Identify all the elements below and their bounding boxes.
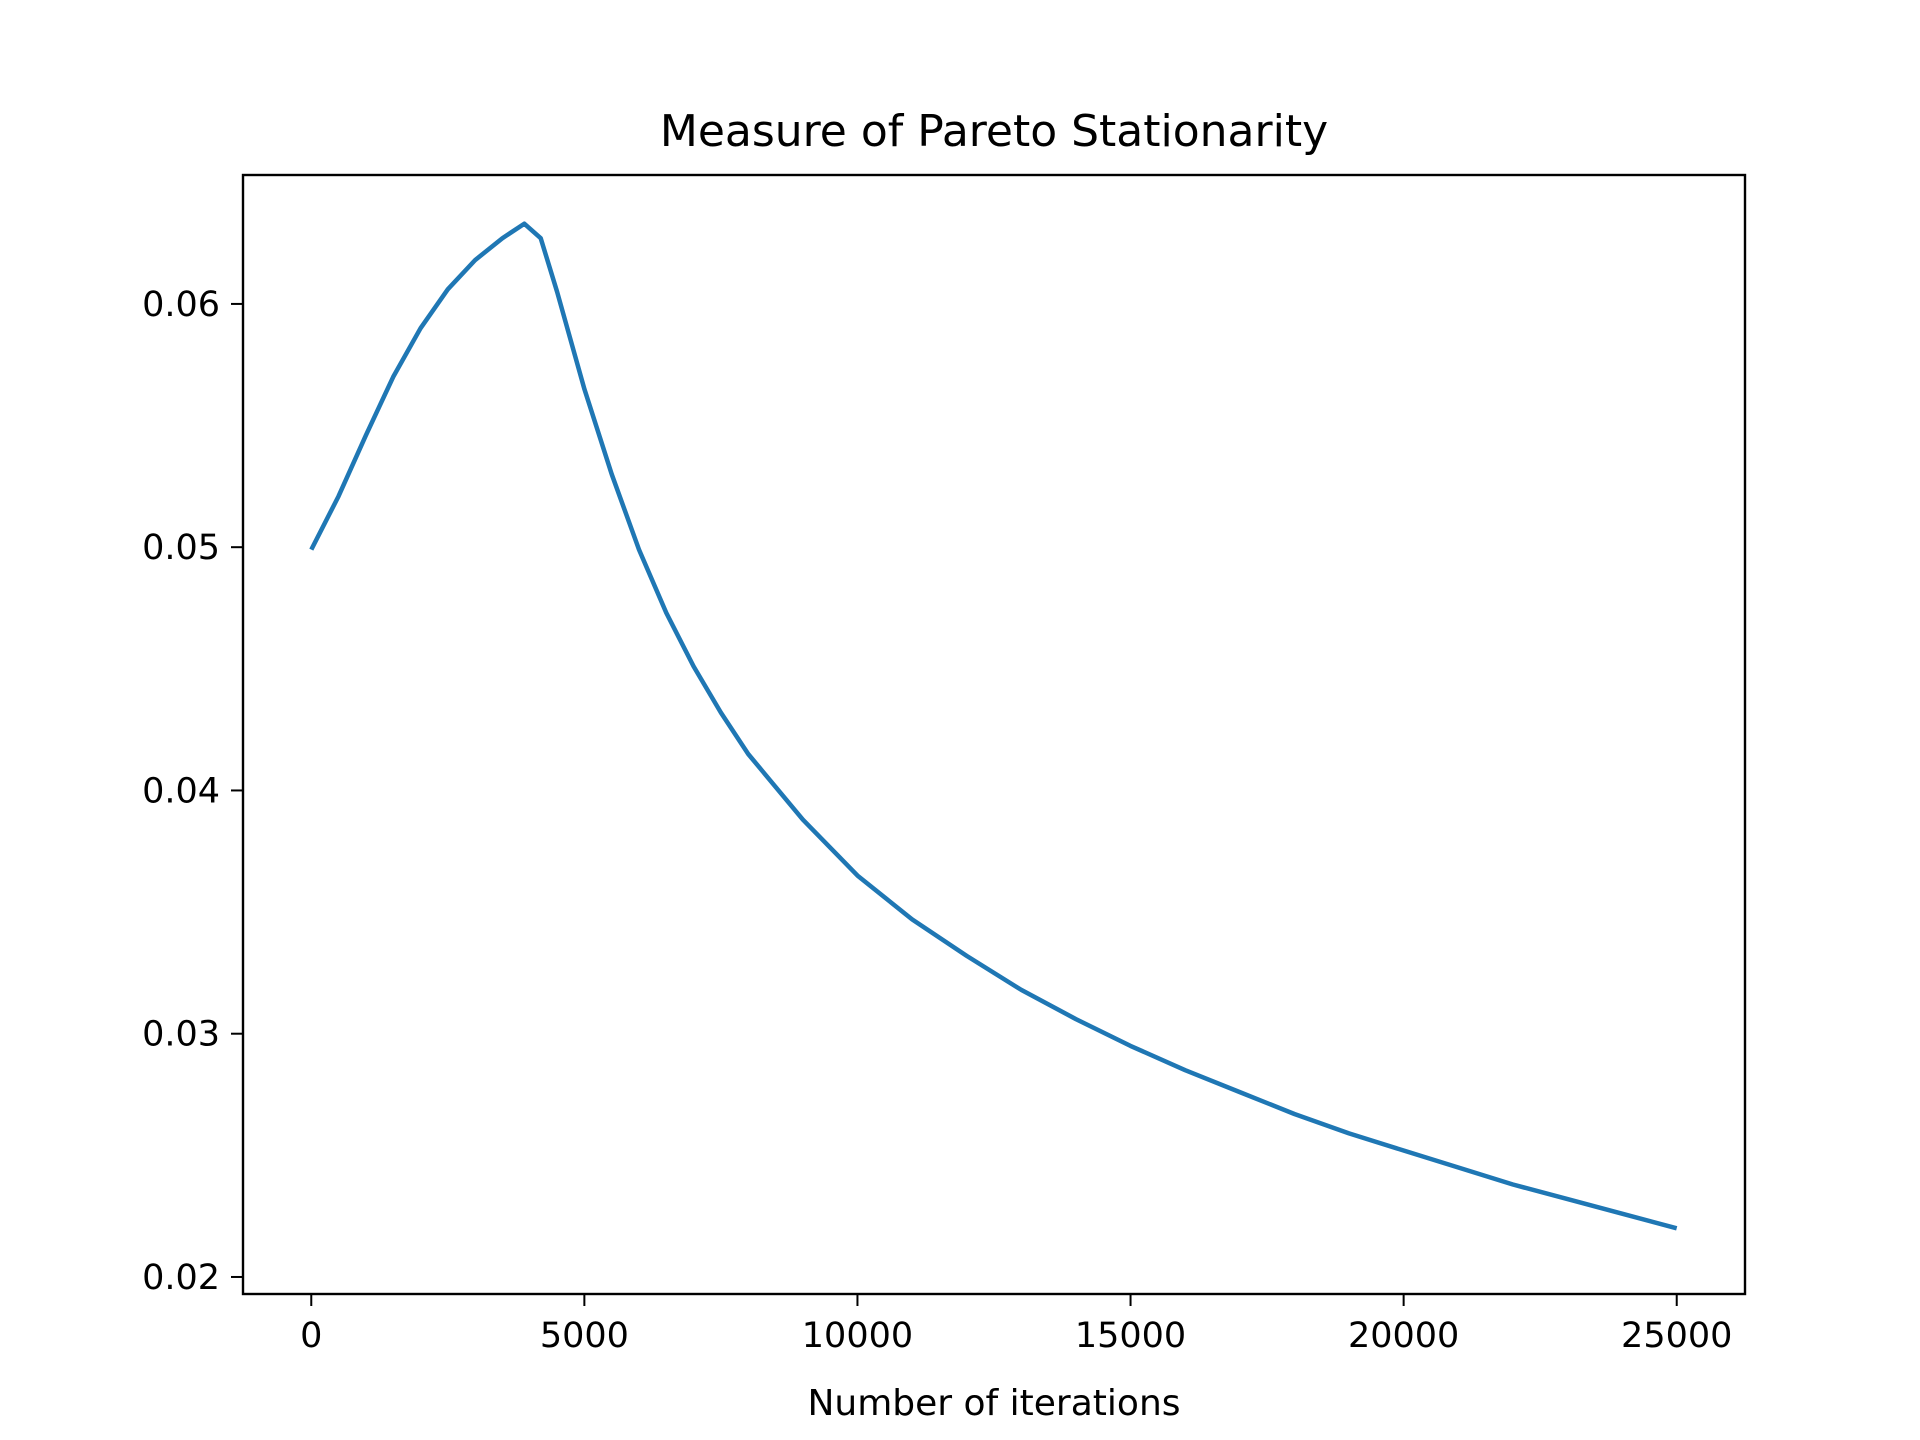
- y-axis: 0.02 0.03 0.04 0.05 0.06: [142, 285, 243, 1298]
- x-tick-label: 10000: [802, 1316, 913, 1356]
- chart-title: Measure of Pareto Stationarity: [660, 106, 1328, 157]
- x-tick-label: 5000: [540, 1316, 629, 1356]
- x-tick-label: 0: [300, 1316, 322, 1356]
- plot-area: [241, 173, 1747, 1296]
- x-axis-label: Number of iterations: [807, 1383, 1180, 1424]
- x-tick-label: 15000: [1075, 1316, 1186, 1356]
- x-axis: 0 5000 10000 15000 20000 25000: [300, 1294, 1732, 1356]
- series-line-0: [309, 221, 1678, 1231]
- y-tick-label: 0.02: [142, 1258, 220, 1298]
- y-tick-label: 0.03: [142, 1015, 220, 1055]
- x-tick-label: 20000: [1348, 1316, 1459, 1356]
- y-tick-label: 0.05: [142, 528, 220, 568]
- y-tick-label: 0.04: [142, 771, 220, 811]
- x-tick-label: 25000: [1621, 1316, 1732, 1356]
- y-tick-label: 0.06: [142, 285, 220, 325]
- plot-frame: [241, 173, 1747, 1296]
